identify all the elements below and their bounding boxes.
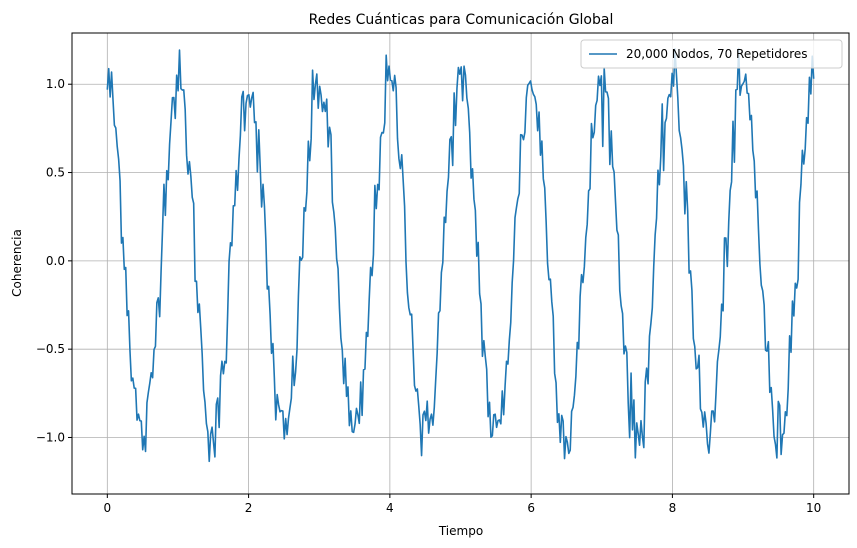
x-tick-label: 6 [527,501,535,515]
x-axis-label: Tiempo [438,524,483,538]
plot-frame [71,32,850,495]
chart-title: Redes Cuánticas para Comunicación Global [309,12,614,28]
legend-label: 20,000 Nodos, 70 Repetidores [626,47,808,61]
grid [72,33,849,494]
y-tick-label: 0.5 [46,166,65,180]
series-group [106,47,815,463]
y-tick-label: −1.0 [36,430,65,444]
y-tick-label: −0.5 [36,342,65,356]
y-axis-label: Coherencia [10,229,24,297]
series-line [106,47,815,463]
x-axis: 0 2 4 6 8 10 [103,494,821,515]
legend: 20,000 Nodos, 70 Repetidores [580,39,843,69]
legend-box [580,39,843,69]
y-axis: −1.0 −0.5 0.0 0.5 1.0 [36,77,72,444]
x-tick-label: 10 [806,501,821,515]
x-tick-label: 0 [103,501,111,515]
y-tick-label: 1.0 [46,77,65,91]
x-tick-label: 2 [245,501,253,515]
y-tick-label: 0.0 [46,254,65,268]
x-tick-label: 8 [669,501,677,515]
x-tick-label: 4 [386,501,394,515]
